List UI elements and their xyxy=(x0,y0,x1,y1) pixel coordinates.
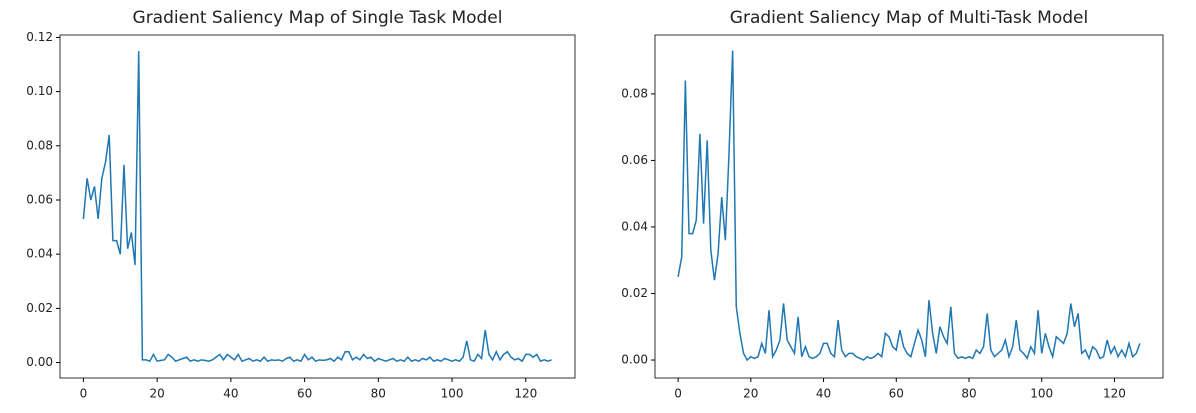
x-tick-label: 20 xyxy=(149,387,164,401)
y-tick-label: 0.04 xyxy=(621,219,648,233)
data-line xyxy=(82,50,552,363)
subplot: Gradient Saliency Map of Multi-Task Mode… xyxy=(621,8,1164,401)
x-tick-label: 20 xyxy=(743,387,758,401)
chart-title: Gradient Saliency Map of Single Task Mod… xyxy=(133,8,503,28)
y-tick-label: 0.06 xyxy=(621,153,648,167)
y-tick-label: 0.08 xyxy=(621,86,648,100)
chart-title: Gradient Saliency Map of Multi-Task Mode… xyxy=(730,8,1088,28)
x-tick-label: 60 xyxy=(889,387,904,401)
x-tick-label: 0 xyxy=(674,387,682,401)
x-tick-label: 40 xyxy=(223,387,238,401)
y-tick-label: 0.12 xyxy=(26,30,53,44)
y-tick-label: 0.00 xyxy=(26,355,53,369)
data-line xyxy=(677,50,1141,362)
y-tick-label: 0.04 xyxy=(26,247,53,261)
axes-frame xyxy=(59,34,576,379)
y-tick-label: 0.06 xyxy=(26,192,53,206)
y-tick-label: 0.08 xyxy=(26,138,53,152)
x-tick-label: 100 xyxy=(1030,387,1053,401)
axes-frame xyxy=(654,34,1164,379)
x-tick-label: 120 xyxy=(1103,387,1126,401)
x-tick-label: 100 xyxy=(441,387,464,401)
y-tick-label: 0.02 xyxy=(621,286,648,300)
x-tick-label: 120 xyxy=(514,387,537,401)
x-tick-label: 60 xyxy=(297,387,312,401)
y-tick-label: 0.10 xyxy=(26,84,53,98)
y-tick-label: 0.02 xyxy=(26,301,53,315)
subplot: Gradient Saliency Map of Single Task Mod… xyxy=(26,8,576,401)
x-tick-label: 0 xyxy=(80,387,88,401)
x-tick-label: 40 xyxy=(816,387,831,401)
y-tick-label: 0.00 xyxy=(621,353,648,367)
x-tick-label: 80 xyxy=(371,387,386,401)
x-tick-label: 80 xyxy=(961,387,976,401)
